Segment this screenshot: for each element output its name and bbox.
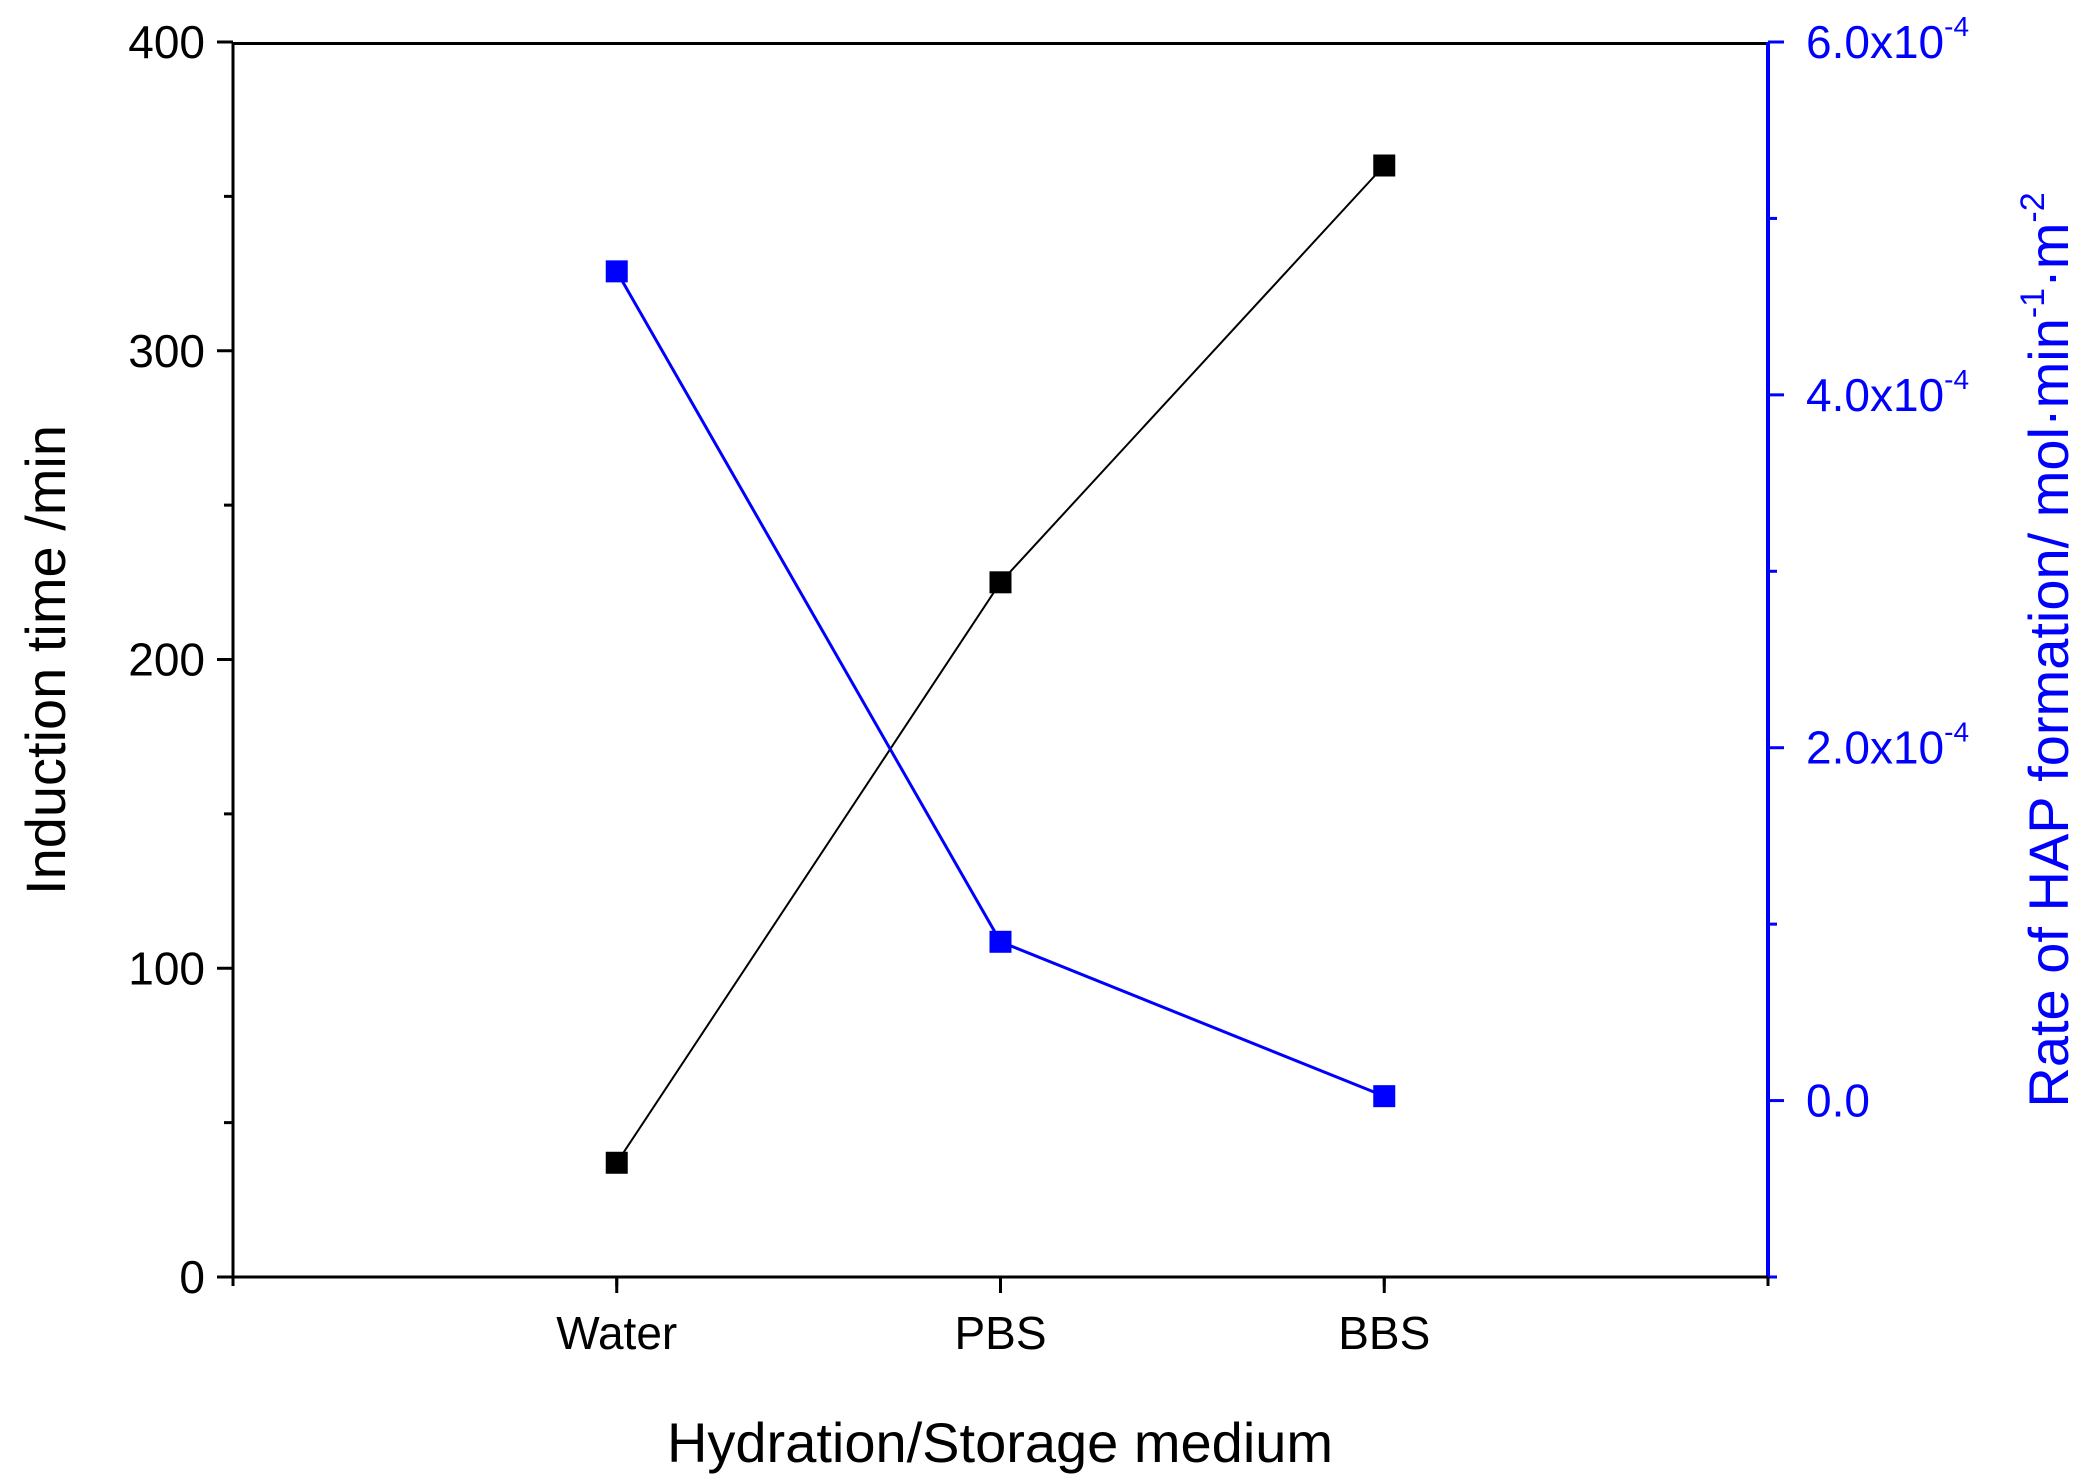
- left-tick-label: 100: [128, 942, 205, 994]
- right-tick-label-base: 0.0: [1806, 1075, 1870, 1127]
- right-tick-label: 4.0x10-4: [1806, 364, 1969, 421]
- x-tick-label: BBS: [1338, 1307, 1430, 1359]
- right-axis-title-sup1: -1: [2014, 288, 2052, 318]
- right-tick-label-exponent: -4: [1944, 11, 1969, 42]
- x-tick-label: Water: [556, 1307, 677, 1359]
- left-tick-label: 0: [179, 1251, 205, 1303]
- right-axis-title-sup2: -2: [2014, 192, 2052, 222]
- x-tick-label: PBS: [954, 1307, 1046, 1359]
- right-tick-label-exponent: -4: [1944, 364, 1969, 395]
- left-tick-label: 200: [128, 634, 205, 686]
- x-axis-title: Hydration/Storage medium: [667, 1411, 1333, 1474]
- series-line-1: [615, 164, 1385, 1164]
- right-tick-label-base: 4.0x10: [1806, 369, 1944, 421]
- left-tick-label: 400: [128, 16, 205, 68]
- right-tick-label: 6.0x10-4: [1806, 11, 1969, 68]
- series-1-point: [605, 1151, 628, 1174]
- left-tick-label: 300: [128, 325, 205, 377]
- series-1-point: [1373, 154, 1396, 177]
- x-axis: Water PBS BBS: [231, 1275, 1770, 1359]
- left-y-axis: 0 100 200 300 400: [128, 16, 235, 1303]
- right-y-axis: 0.02.0x10-44.0x10-46.0x10-4: [1766, 11, 1969, 1279]
- right-axis-title-main: Rate of HAP formation/ mol·min: [2017, 318, 2080, 1107]
- plot-frame-top: [233, 42, 1770, 45]
- right-tick-label: 2.0x10-4: [1806, 717, 1969, 774]
- series-2-point: [605, 260, 628, 283]
- series-2-point: [989, 930, 1012, 953]
- series-2-point: [1373, 1085, 1396, 1108]
- right-axis-title-mid: ·m: [2017, 223, 2080, 288]
- series-layer: [605, 154, 1396, 1174]
- left-axis-title: Induction time /min: [14, 425, 77, 895]
- right-tick-label-base: 6.0x10: [1806, 16, 1944, 68]
- right-axis-title: Rate of HAP formation/ mol·min-1·m-2: [2014, 192, 2080, 1107]
- right-tick-label-exponent: -4: [1944, 717, 1969, 748]
- series-line-2: [615, 270, 1385, 1098]
- series-1-point: [989, 571, 1012, 594]
- right-tick-label: 0.0: [1806, 1075, 1870, 1127]
- right-tick-label-base: 2.0x10: [1806, 722, 1944, 774]
